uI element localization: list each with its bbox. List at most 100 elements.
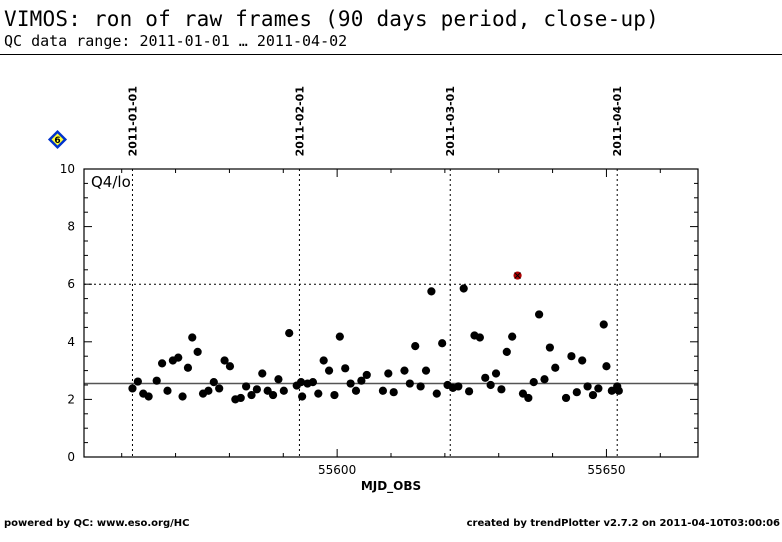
data-point bbox=[567, 352, 576, 361]
date-marker-label-0: 2011-01-01 bbox=[126, 86, 139, 156]
data-point bbox=[252, 385, 261, 394]
data-point bbox=[242, 382, 251, 391]
outlier-badge-count: 6 bbox=[54, 136, 60, 146]
data-point bbox=[572, 388, 581, 397]
data-point bbox=[389, 388, 398, 397]
data-point bbox=[268, 390, 278, 400]
y-tick-label-3: 6 bbox=[67, 277, 75, 291]
y-tick-label-4: 8 bbox=[67, 220, 75, 234]
data-point bbox=[215, 384, 224, 393]
data-point bbox=[220, 356, 229, 365]
date-marker-label-2: 2011-03-01 bbox=[444, 86, 457, 156]
data-point bbox=[529, 378, 538, 387]
data-point bbox=[411, 342, 420, 351]
x-tick-label-1: 55650 bbox=[587, 463, 625, 477]
data-point bbox=[497, 385, 506, 394]
data-point bbox=[258, 369, 267, 378]
data-point bbox=[427, 287, 436, 296]
data-point bbox=[614, 386, 623, 395]
data-point bbox=[178, 392, 187, 401]
y-tick-label-1: 2 bbox=[67, 392, 75, 406]
outlier-cross bbox=[514, 272, 521, 279]
data-point bbox=[247, 390, 256, 400]
data-point bbox=[285, 329, 294, 338]
panel-label: Q4/lo bbox=[91, 173, 131, 191]
data-point bbox=[163, 386, 172, 395]
x-tick-label-0: 55600 bbox=[318, 463, 356, 477]
data-point bbox=[144, 392, 153, 401]
data-point bbox=[486, 380, 495, 390]
data-point bbox=[314, 389, 323, 398]
date-marker-label-1: 2011-02-01 bbox=[293, 86, 306, 156]
y-tick-label-0: 0 bbox=[67, 450, 75, 464]
data-point bbox=[152, 376, 161, 385]
data-point bbox=[535, 310, 544, 319]
page-title: VIMOS: ron of raw frames (90 days period… bbox=[4, 7, 659, 31]
title-divider bbox=[0, 54, 782, 55]
data-point bbox=[357, 376, 366, 385]
data-point bbox=[416, 382, 425, 391]
data-point bbox=[481, 373, 490, 382]
data-point bbox=[193, 347, 202, 356]
data-point bbox=[578, 356, 587, 365]
data-point bbox=[459, 284, 468, 293]
data-point bbox=[454, 382, 463, 391]
date-markers: 2011-01-01 2011-02-01 2011-03-01 2011-04-01 bbox=[126, 86, 624, 457]
data-point bbox=[551, 363, 560, 372]
data-point bbox=[128, 384, 137, 393]
data-point bbox=[602, 362, 611, 371]
footer-powered-by: powered by QC: www.eso.org/HC bbox=[4, 518, 190, 529]
data-point bbox=[524, 393, 533, 403]
data-point bbox=[545, 343, 554, 352]
data-point bbox=[296, 378, 306, 387]
data-point bbox=[540, 375, 549, 384]
data-point bbox=[491, 369, 501, 378]
data-point bbox=[298, 392, 307, 401]
data-point bbox=[464, 387, 474, 396]
data-point bbox=[351, 386, 361, 395]
data-point bbox=[384, 369, 393, 378]
data-point bbox=[583, 382, 592, 391]
outlier-badge-diamond bbox=[47, 129, 68, 150]
page-subtitle: QC data range: 2011-01-01 … 2011-04-02 bbox=[4, 32, 348, 50]
data-point bbox=[588, 390, 598, 400]
data-point bbox=[502, 347, 511, 356]
data-point bbox=[174, 353, 183, 362]
data-point bbox=[599, 320, 608, 329]
data-point bbox=[319, 356, 328, 365]
data-point bbox=[438, 339, 447, 348]
date-marker-label-3: 2011-04-01 bbox=[611, 86, 624, 156]
data-point bbox=[475, 333, 484, 342]
data-point bbox=[188, 333, 197, 342]
data-point bbox=[133, 377, 142, 386]
data-point bbox=[157, 359, 167, 368]
data-point bbox=[225, 362, 235, 371]
x-axis-label: MJD_OBS bbox=[361, 479, 421, 494]
data-point bbox=[594, 384, 603, 393]
data-point bbox=[432, 389, 441, 398]
outlier-badge: 6 bbox=[47, 129, 68, 150]
data-point bbox=[346, 379, 355, 388]
reference-lines bbox=[84, 283, 698, 385]
data-point bbox=[421, 366, 431, 375]
data-point bbox=[400, 366, 409, 375]
axes: 0 2 4 6 8 10 55600 55650 bbox=[60, 162, 698, 477]
data-point bbox=[274, 375, 283, 384]
data-point bbox=[362, 370, 371, 380]
data-point bbox=[330, 390, 339, 400]
data-point bbox=[341, 364, 350, 373]
data-point bbox=[335, 332, 344, 341]
y-tick-label-5: 10 bbox=[60, 162, 75, 176]
plot-frame bbox=[83, 168, 699, 458]
data-point bbox=[405, 379, 414, 388]
data-point bbox=[561, 393, 571, 403]
data-point bbox=[183, 363, 193, 372]
y-tick-label-2: 4 bbox=[67, 335, 75, 349]
data-point bbox=[308, 378, 318, 387]
data-points bbox=[128, 271, 623, 404]
data-point bbox=[236, 393, 245, 403]
data-point bbox=[324, 366, 334, 375]
data-point bbox=[508, 332, 517, 341]
data-point bbox=[378, 386, 388, 395]
